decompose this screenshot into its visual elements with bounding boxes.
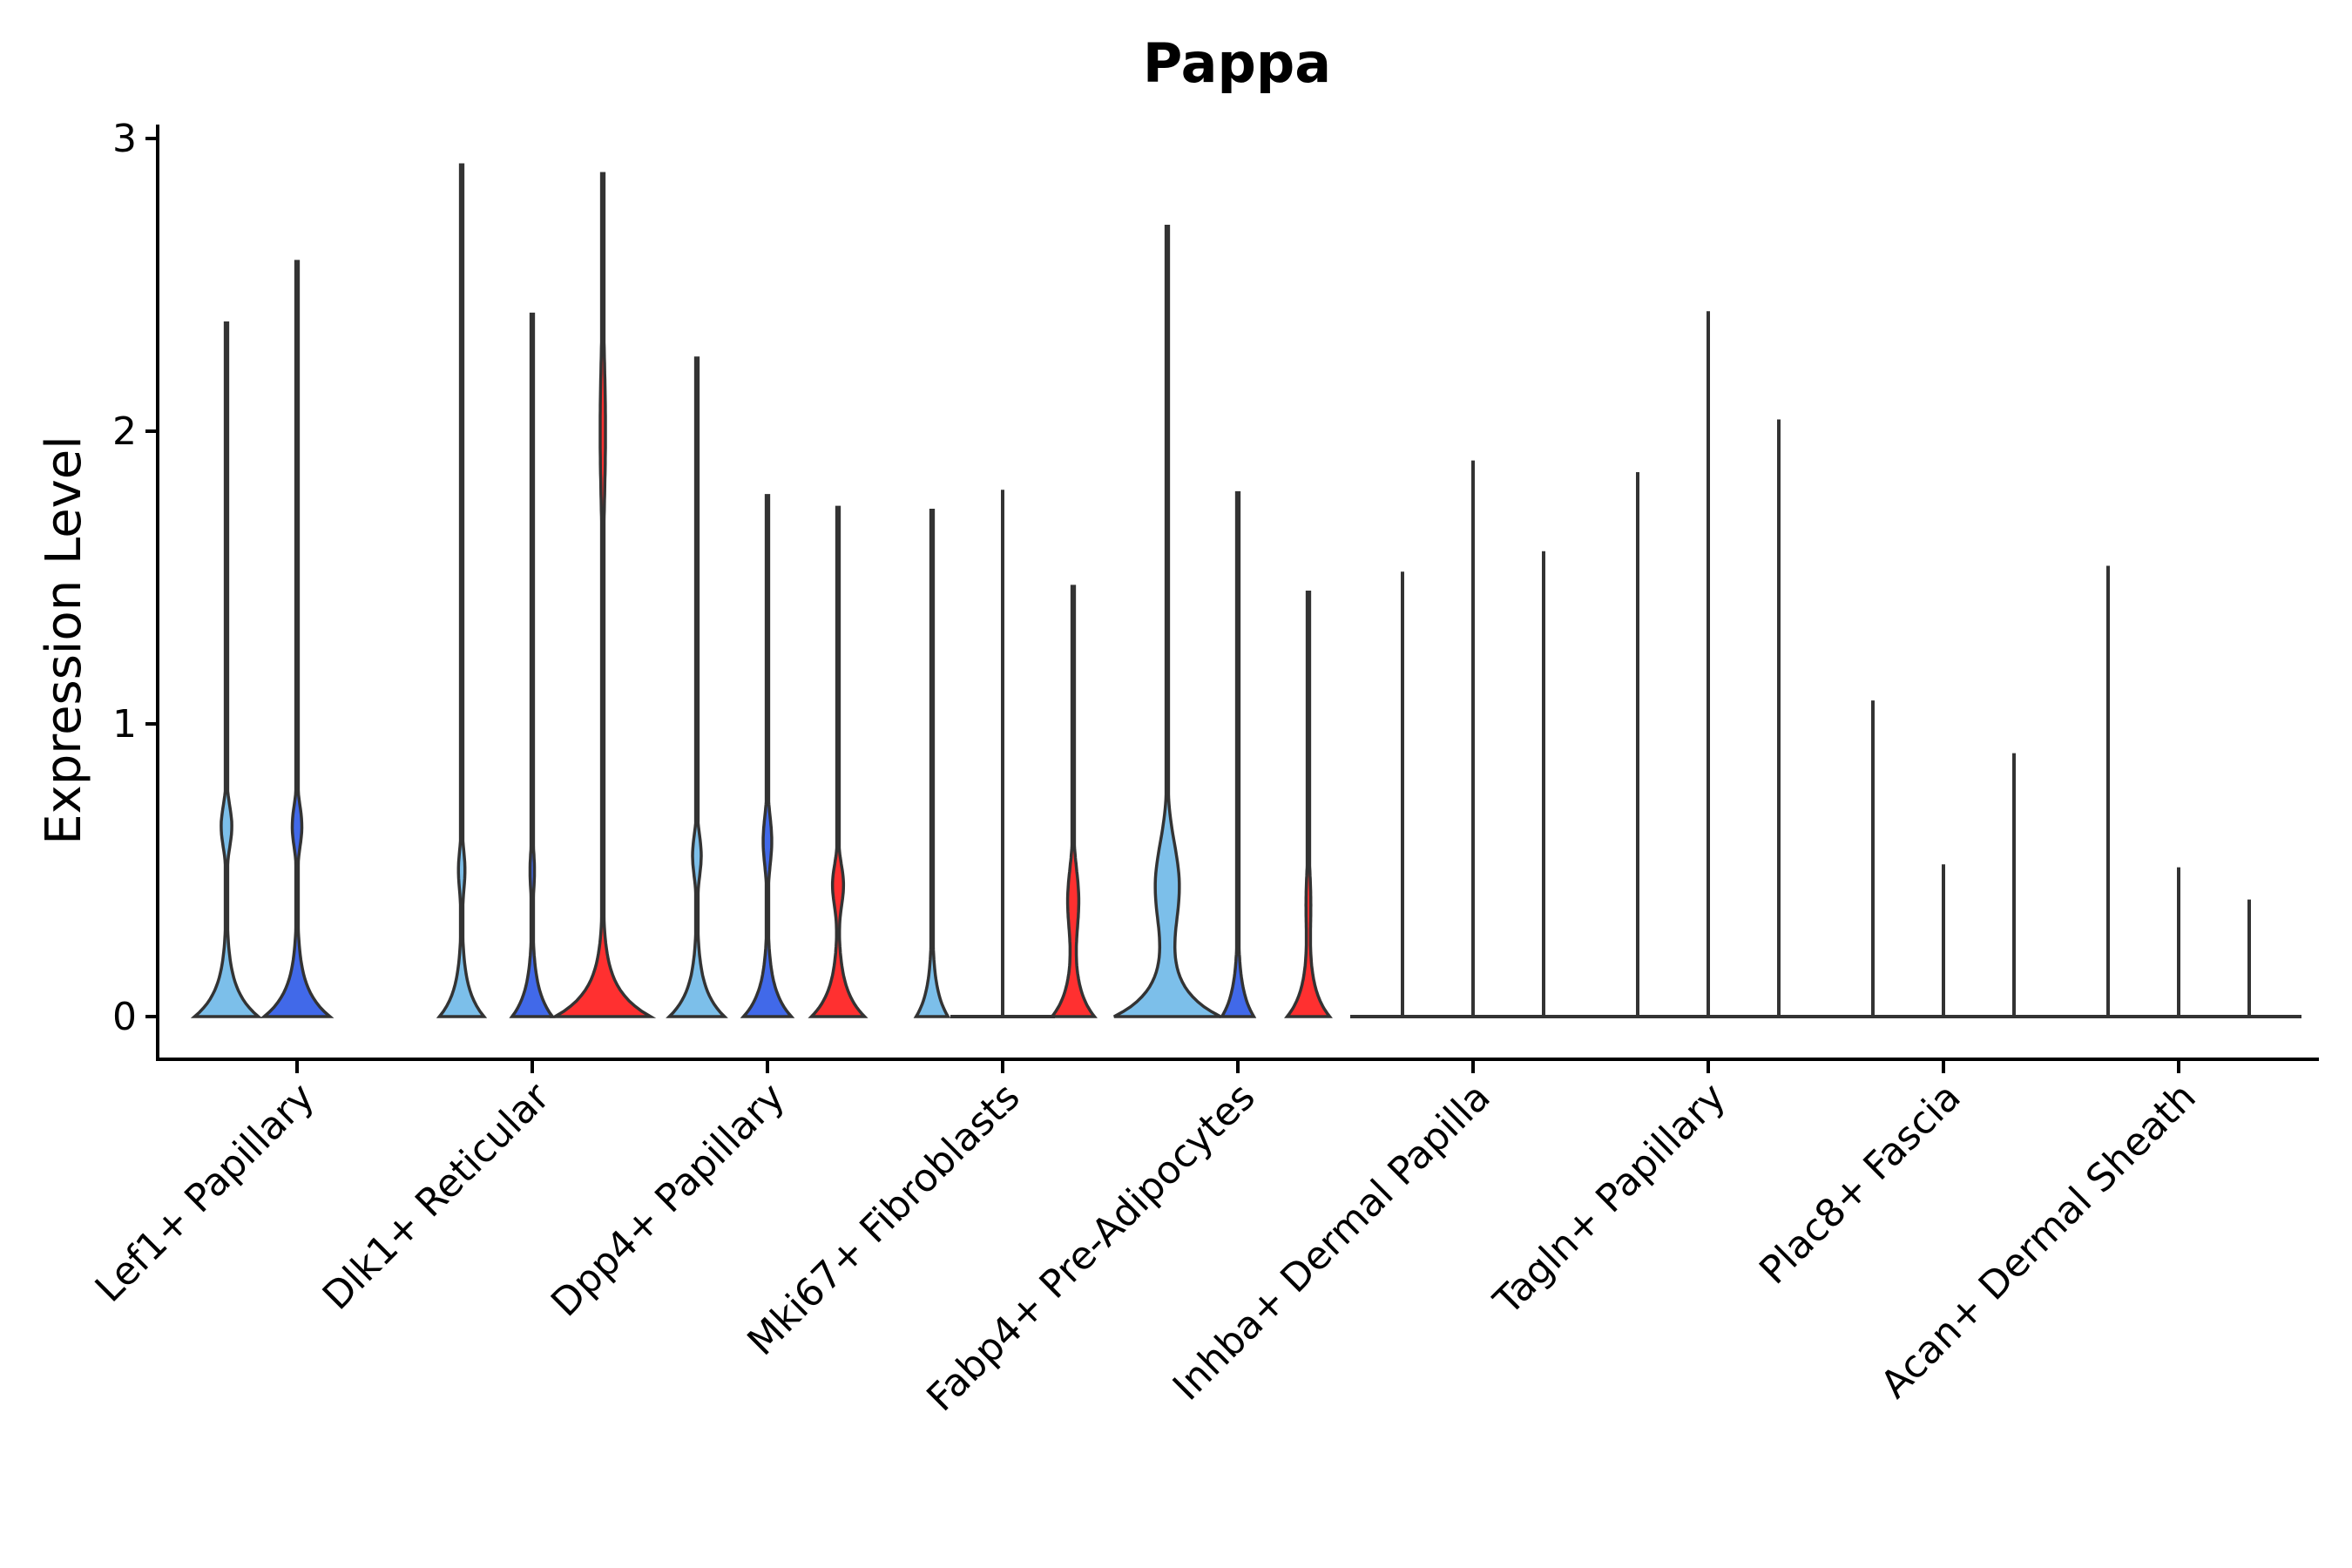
chart-title: Pappa	[1143, 31, 1331, 95]
violin-shape	[808, 505, 868, 1018]
violin-shape	[260, 260, 335, 1018]
y-tick-label: 1	[112, 702, 137, 747]
violins-group	[190, 163, 2301, 1018]
violin-shape	[509, 312, 556, 1018]
x-tick-label: Plac8+ Fascia	[1751, 1075, 1970, 1294]
y-tick-label: 2	[112, 409, 137, 454]
y-ticks-group: 0 1 2 3	[112, 117, 158, 1039]
x-tick-label: Tagln+ Papillary	[1485, 1075, 1734, 1324]
violin-shape	[190, 321, 263, 1018]
violin-shape	[740, 494, 795, 1018]
x-tick-label: Lef1+ Papillary	[87, 1075, 323, 1311]
y-tick-label: 0	[112, 995, 137, 1039]
y-axis-label: Expression Level	[36, 436, 92, 845]
x-tick-label: Dlk1+ Reticular	[314, 1074, 559, 1319]
x-tick-label: Dpp4+ Papillary	[543, 1075, 794, 1326]
violin-shape	[913, 508, 951, 1018]
violin-shape	[1219, 490, 1257, 1018]
violin-shape	[1049, 585, 1098, 1018]
y-tick-label: 3	[112, 117, 137, 161]
violin-shape	[1113, 225, 1221, 1018]
violin-shape	[666, 356, 728, 1018]
violin-shape	[436, 163, 488, 1018]
violin-shape	[1284, 591, 1333, 1018]
violin-shape	[549, 172, 657, 1018]
